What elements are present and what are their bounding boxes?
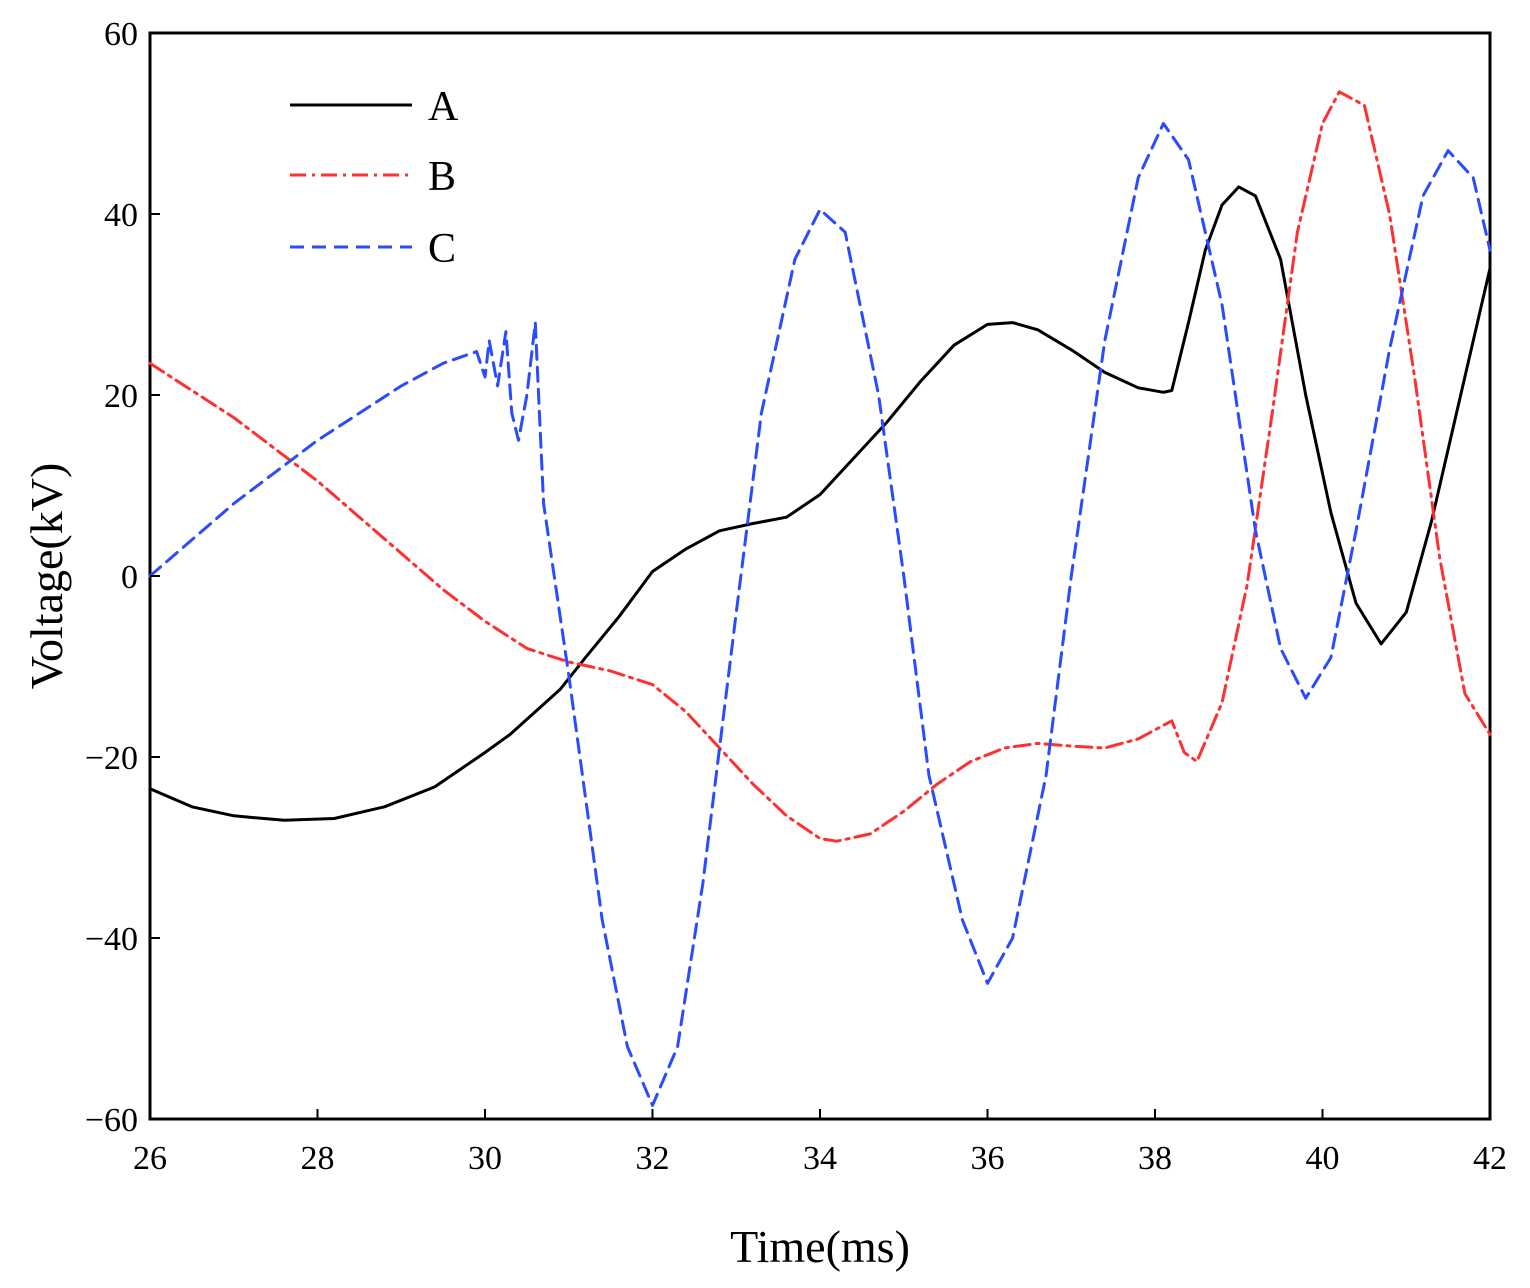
plot-area xyxy=(148,31,1492,1121)
y-tick-label: −40 xyxy=(85,921,138,958)
x-tick-label: 40 xyxy=(1306,1140,1340,1177)
x-tick-label: 26 xyxy=(133,1140,167,1177)
x-tick-label: 42 xyxy=(1473,1140,1507,1177)
x-tick-label: 30 xyxy=(468,1140,502,1177)
ticks-layer: 26 28 30 32 34 36 38 40 42 60 40 20 0 −20 −40 −60 xyxy=(85,16,1507,1177)
x-tick-label: 34 xyxy=(803,1140,837,1177)
x-tick-label: 28 xyxy=(301,1140,335,1177)
legend-label-c: C xyxy=(428,226,456,272)
x-axis-title: Time(ms) xyxy=(730,1221,910,1272)
x-tick-label: 32 xyxy=(636,1140,670,1177)
series-line-c xyxy=(148,122,1492,1107)
plot-frame xyxy=(148,31,1492,1121)
y-tick-label: 0 xyxy=(121,559,138,596)
y-tick-label: −60 xyxy=(85,1102,138,1139)
y-tick-label: 60 xyxy=(104,16,138,53)
legend-label-a: A xyxy=(428,84,459,130)
y-tick-label: −20 xyxy=(85,740,138,777)
y-tick-label: 40 xyxy=(104,197,138,234)
x-tick-label: 38 xyxy=(1138,1140,1172,1177)
series-line-a xyxy=(148,185,1492,822)
y-tick-label: 20 xyxy=(104,378,138,415)
legend-label-b: B xyxy=(428,154,456,200)
x-tick-label: 36 xyxy=(971,1140,1005,1177)
series-line-b xyxy=(148,90,1492,843)
series-layer xyxy=(148,90,1492,1107)
y-axis-title: Voltage(kV) xyxy=(21,463,72,690)
legend: A B C xyxy=(290,84,459,272)
